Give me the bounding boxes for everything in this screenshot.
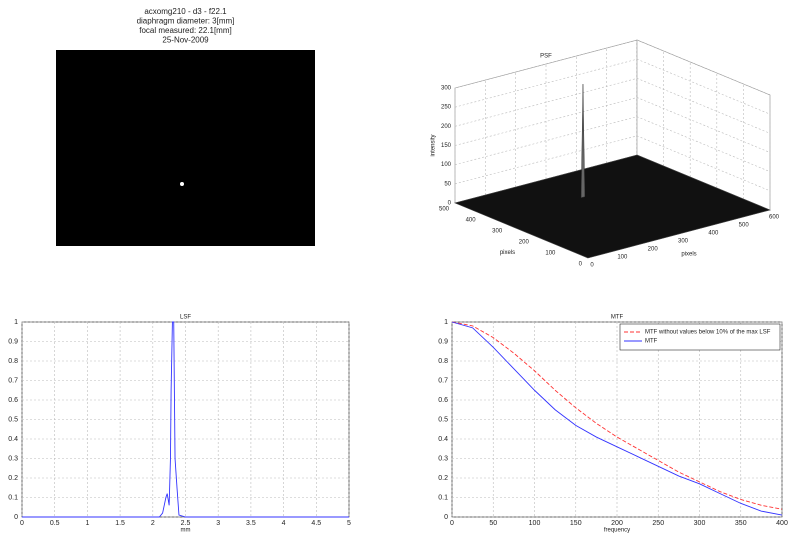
x-axis-label: pixels — [681, 252, 696, 258]
legend-box — [620, 324, 780, 350]
y-tick-label: 300 — [492, 229, 503, 235]
chart-title: diaphragm diameter: 3[mm] — [137, 17, 235, 26]
image — [56, 50, 315, 246]
y-tick-label: 500 — [439, 207, 450, 213]
x-tick-label: 200 — [611, 520, 623, 527]
y-tick-label: 0.9 — [8, 338, 18, 345]
x-tick-label: 2 — [151, 520, 155, 527]
x-tick-label: 250 — [652, 520, 664, 527]
z-axis-label: intensity — [431, 134, 437, 156]
x-tick-label: 0.5 — [50, 520, 60, 527]
chart-title: MTF — [611, 315, 624, 321]
x-tick-label: 4.5 — [311, 520, 321, 527]
y-tick-label: 0.2 — [438, 475, 448, 482]
y-tick-label: 1 — [444, 319, 448, 326]
x-tick-label: 2.5 — [181, 520, 191, 527]
x-tick-label: 500 — [739, 223, 750, 229]
y-tick-label: 0.2 — [8, 475, 18, 482]
z-tick-label: 200 — [441, 124, 452, 130]
chart-title: focal measured: 22.1[mm] — [139, 26, 231, 35]
x-tick-label: 5 — [347, 520, 351, 527]
y-tick-label: 0.5 — [438, 416, 448, 423]
z-tick-label: 50 — [444, 181, 451, 187]
z-tick-label: 250 — [441, 105, 452, 111]
x-axis-label: frequency — [604, 528, 630, 534]
x-tick-label: 100 — [617, 255, 628, 261]
y-tick-label: 0.4 — [8, 436, 18, 443]
x-tick-label: 0 — [20, 520, 24, 527]
x-tick-label: 100 — [529, 520, 541, 527]
x-tick-label: 4 — [282, 520, 286, 527]
x-tick-label: 200 — [648, 247, 659, 253]
y-tick-label: 0 — [444, 514, 448, 521]
x-tick-label: 150 — [570, 520, 582, 527]
x-tick-label: 400 — [708, 231, 719, 237]
x-axis-label: mm — [181, 528, 191, 534]
x-tick-label: 300 — [678, 239, 689, 245]
x-tick-label: 50 — [489, 520, 497, 527]
x-tick-label: 1 — [85, 520, 89, 527]
y-tick-label: 0.6 — [438, 397, 448, 404]
x-tick-label: 3 — [216, 520, 220, 527]
y-tick-label: 0.6 — [8, 397, 18, 404]
y-tick-label: 200 — [519, 240, 530, 246]
x-tick-label: 3.5 — [246, 520, 256, 527]
y-tick-label: 0.1 — [438, 494, 448, 501]
z-tick-label: 150 — [441, 143, 452, 149]
figure: acxomg210 - d3 - f22.1diaphragm diameter… — [0, 0, 790, 534]
y-tick-label: 0.8 — [438, 358, 448, 365]
chart-title: LSF — [180, 315, 191, 321]
z-tick-label: 100 — [441, 162, 452, 168]
y-tick-label: 0.1 — [8, 494, 18, 501]
y-tick-label: 400 — [466, 218, 477, 224]
y-axis-label: pixels — [500, 250, 515, 256]
z-tick-label: 300 — [441, 86, 452, 92]
chart-title: acxomg210 - d3 - f22.1 — [144, 7, 227, 16]
y-tick-label: 0.9 — [438, 338, 448, 345]
y-tick-label: 0.3 — [438, 455, 448, 462]
y-tick-label: 0.7 — [438, 377, 448, 384]
x-tick-label: 1.5 — [115, 520, 125, 527]
y-tick-label: 1 — [14, 319, 18, 326]
x-tick-label: 0 — [450, 520, 454, 527]
bright-spot — [180, 182, 184, 186]
y-tick-label: 0.5 — [8, 416, 18, 423]
x-tick-label: 400 — [776, 520, 788, 527]
chart-title: PSF — [540, 54, 552, 60]
chart-title: 25-Nov-2009 — [162, 36, 209, 45]
x-tick-label: 300 — [694, 520, 706, 527]
y-tick-label: 100 — [545, 251, 556, 257]
y-tick-label: 0.8 — [8, 358, 18, 365]
y-tick-label: 0.7 — [8, 377, 18, 384]
x-tick-label: 600 — [769, 215, 780, 221]
y-tick-label: 0.4 — [438, 436, 448, 443]
legend-label: MTF — [645, 339, 658, 345]
y-tick-label: 0.3 — [8, 455, 18, 462]
y-tick-label: 0 — [14, 514, 18, 521]
legend-label: MTF without values below 10% of the max … — [645, 330, 771, 336]
x-tick-label: 350 — [735, 520, 747, 527]
